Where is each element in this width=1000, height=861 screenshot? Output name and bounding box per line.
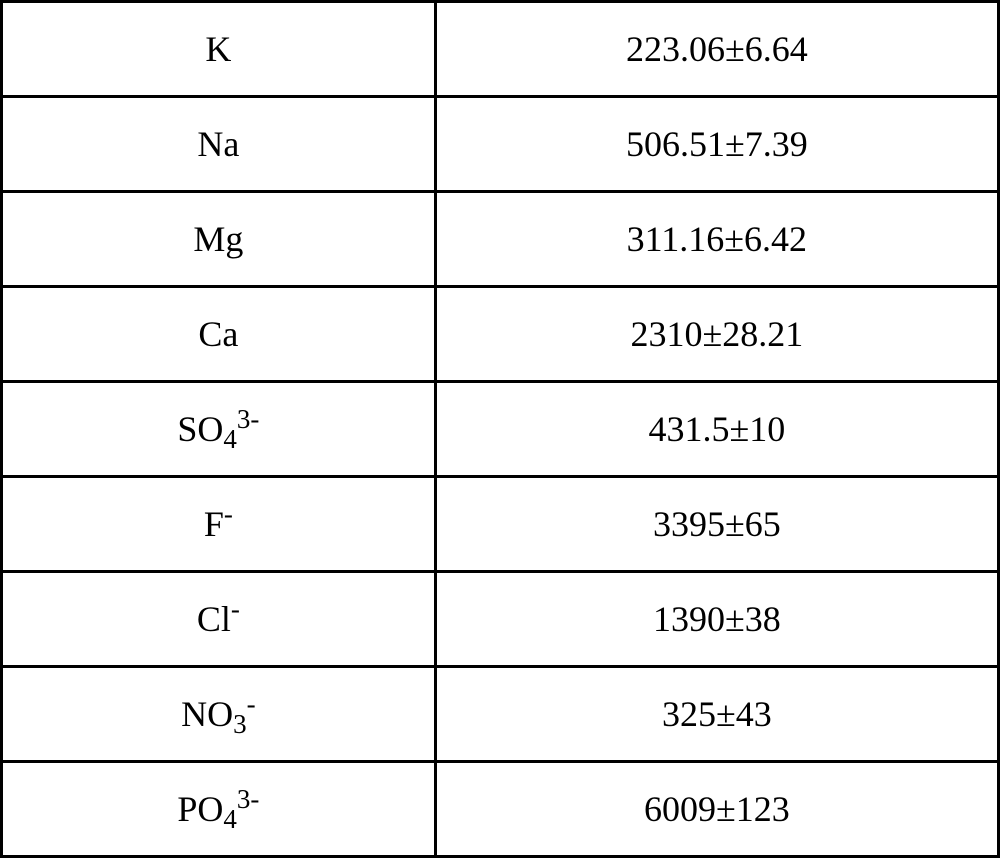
label-sup: -	[231, 594, 240, 624]
species-value: 3395±65	[435, 477, 998, 572]
species-label: Mg	[2, 192, 436, 287]
species-value: 311.16±6.42	[435, 192, 998, 287]
label-base: Mg	[193, 219, 243, 259]
species-label: NO3-	[2, 667, 436, 762]
species-label: Ca	[2, 287, 436, 382]
label-base: Cl	[197, 599, 231, 639]
label-base: K	[205, 29, 231, 69]
label-base: F	[204, 504, 224, 544]
table-row: PO43- 6009±123	[2, 762, 999, 857]
composition-table: K 223.06±6.64 Na 506.51±7.39 Mg 311.16±6…	[0, 0, 1000, 858]
species-label: K	[2, 2, 436, 97]
label-sup: 3-	[237, 784, 260, 814]
table-row: K 223.06±6.64	[2, 2, 999, 97]
table-row: Mg 311.16±6.42	[2, 192, 999, 287]
species-value: 1390±38	[435, 572, 998, 667]
table-row: SO43- 431.5±10	[2, 382, 999, 477]
table-row: F- 3395±65	[2, 477, 999, 572]
label-sub: 4	[223, 424, 237, 454]
label-base: SO	[177, 409, 223, 449]
species-label: Cl-	[2, 572, 436, 667]
species-value: 325±43	[435, 667, 998, 762]
table-body: K 223.06±6.64 Na 506.51±7.39 Mg 311.16±6…	[2, 2, 999, 857]
table-row: Ca 2310±28.21	[2, 287, 999, 382]
species-value: 6009±123	[435, 762, 998, 857]
table-row: Na 506.51±7.39	[2, 97, 999, 192]
data-table-container: K 223.06±6.64 Na 506.51±7.39 Mg 311.16±6…	[0, 0, 1000, 858]
species-label: PO43-	[2, 762, 436, 857]
label-sup: -	[247, 689, 256, 719]
label-sup: -	[224, 499, 233, 529]
label-base: Ca	[198, 314, 238, 354]
label-base: PO	[177, 789, 223, 829]
species-value: 506.51±7.39	[435, 97, 998, 192]
label-base: NO	[181, 694, 233, 734]
species-value: 223.06±6.64	[435, 2, 998, 97]
table-row: NO3- 325±43	[2, 667, 999, 762]
label-sup: 3-	[237, 404, 260, 434]
species-value: 431.5±10	[435, 382, 998, 477]
label-sub: 4	[223, 804, 237, 834]
table-row: Cl- 1390±38	[2, 572, 999, 667]
label-sub: 3	[233, 709, 247, 739]
species-label: F-	[2, 477, 436, 572]
species-label: SO43-	[2, 382, 436, 477]
label-base: Na	[197, 124, 239, 164]
species-value: 2310±28.21	[435, 287, 998, 382]
species-label: Na	[2, 97, 436, 192]
